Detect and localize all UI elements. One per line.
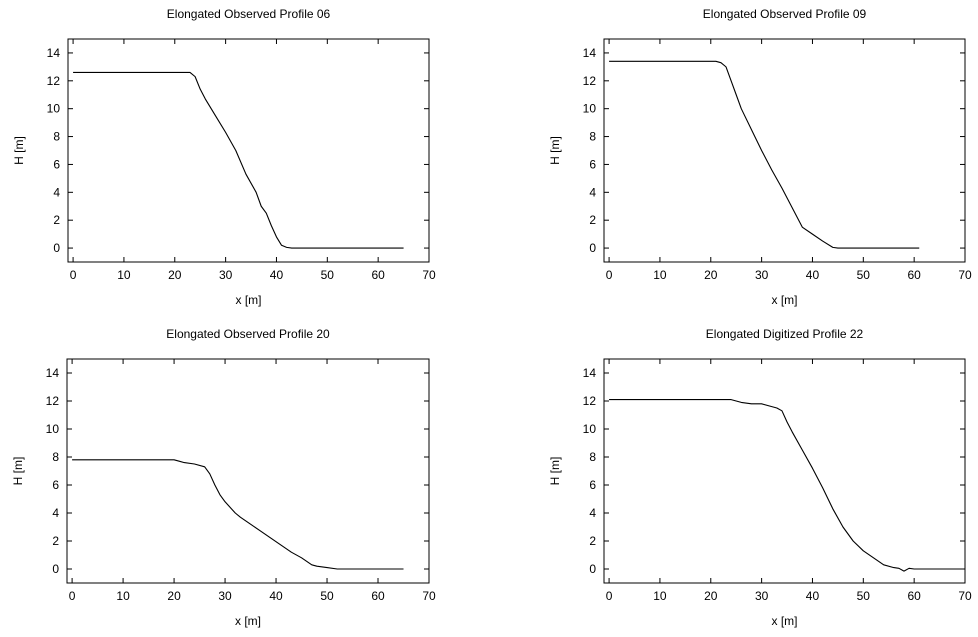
x-tick-label: 40 [806,589,820,603]
chart-panel-profile-22: Elongated Digitized Profile 22 0 10 20 30 40… [548,327,972,628]
y-axis-label: H [m] [11,457,25,486]
y-tick-label: 0 [52,562,59,576]
y-tick-label: 12 [583,74,597,88]
chart-panel-profile-20: Elongated Observed Profile 20 0 10 20 30 40 5… [11,327,436,628]
x-tick-label: 50 [857,268,871,282]
y-tick-label: 10 [583,422,597,436]
x-tick-label: 70 [422,589,436,603]
plot-frame [66,358,430,584]
x-tick-label: 50 [857,589,871,603]
x-tick-label: 60 [907,589,921,603]
y-tick-label: 6 [589,157,596,171]
y-axis-label: H [m] [12,136,26,165]
y-tick-label: 8 [589,130,596,144]
x-tick-label: 40 [806,268,820,282]
x-axis-label: x [m] [235,614,261,628]
y-tick-label: 12 [47,74,61,88]
y-tick-label: 12 [583,394,597,408]
y-tick-label: 4 [589,185,596,199]
chart-title: Elongated Observed Profile 06 [167,7,331,21]
y-tick-label: 6 [52,478,59,492]
y-tick-label: 8 [589,450,596,464]
y-tick-label: 10 [46,422,60,436]
y-tick-label: 10 [47,102,61,116]
x-tick-label: 60 [371,268,385,282]
y-axis-label: H [m] [548,457,562,486]
y-tick-label: 10 [583,102,597,116]
x-tick-label: 40 [269,589,283,603]
x-tick-label: 20 [167,589,181,603]
y-tick-label: 2 [589,534,596,548]
x-axis-label: x [m] [236,293,262,307]
y-tick-label: 0 [589,562,596,576]
x-tick-label: 10 [116,589,130,603]
tick-group: 0 10 20 30 40 50 60 70 0 2 4 6 8 10 12 14 [583,39,972,282]
y-tick-label: 0 [589,241,596,255]
x-axis-label: x [m] [772,614,798,628]
x-axis-label: x [m] [772,293,798,307]
x-tick-label: 70 [958,589,972,603]
x-tick-label: 0 [606,589,613,603]
x-tick-label: 30 [218,589,232,603]
x-tick-label: 10 [117,268,131,282]
x-tick-label: 30 [755,589,769,603]
x-tick-label: 60 [907,268,921,282]
x-tick-label: 20 [704,589,718,603]
y-tick-label: 12 [46,394,60,408]
x-tick-label: 50 [321,268,335,282]
x-tick-label: 10 [653,268,667,282]
chart-title: Elongated Observed Profile 09 [703,7,867,21]
y-tick-label: 14 [583,46,597,60]
x-tick-label: 70 [958,268,972,282]
x-tick-label: 70 [422,268,436,282]
profile-line [73,71,404,249]
y-tick-label: 4 [589,506,596,520]
x-tick-label: 20 [168,268,182,282]
plot-frame [603,38,966,263]
y-tick-label: 0 [53,241,60,255]
x-tick-label: 40 [270,268,284,282]
x-tick-label: 30 [219,268,233,282]
y-axis-label: H [m] [548,136,562,165]
x-tick-label: 0 [70,268,77,282]
x-tick-label: 0 [69,589,76,603]
tick-group: 0 10 20 30 40 50 60 70 0 2 4 6 8 10 12 14 [47,39,436,282]
x-tick-label: 30 [755,268,769,282]
chart-title: Elongated Observed Profile 20 [166,327,330,341]
y-tick-label: 2 [53,213,60,227]
tick-group: 0 10 20 30 40 50 60 70 0 2 4 6 8 10 12 14 [583,359,972,603]
x-tick-label: 10 [653,589,667,603]
chart-panel-profile-09: Elongated Observed Profile 09 0 10 20 30 40 5… [548,7,972,307]
plot-frame [603,358,966,584]
plot-frame [67,38,430,263]
y-tick-label: 4 [52,506,59,520]
y-tick-label: 14 [46,366,60,380]
chart-title: Elongated Digitized Profile 22 [706,327,864,341]
y-tick-label: 14 [583,366,597,380]
x-tick-label: 0 [606,268,613,282]
profile-line [72,459,404,570]
y-tick-label: 14 [47,46,61,60]
profile-line [609,399,965,572]
chart-panel-profile-06: Elongated Observed Profile 06 0 10 20 30 40 5… [12,7,436,307]
x-tick-label: 50 [320,589,334,603]
profile-line [609,60,920,249]
y-tick-label: 8 [53,130,60,144]
y-tick-label: 2 [589,213,596,227]
x-tick-label: 20 [704,268,718,282]
y-tick-label: 6 [589,478,596,492]
tick-group: 0 10 20 30 40 50 60 70 0 2 4 6 8 10 12 14 [46,359,436,603]
x-tick-label: 60 [371,589,385,603]
y-tick-label: 8 [52,450,59,464]
y-tick-label: 2 [52,534,59,548]
y-tick-label: 6 [53,157,60,171]
y-tick-label: 4 [53,185,60,199]
